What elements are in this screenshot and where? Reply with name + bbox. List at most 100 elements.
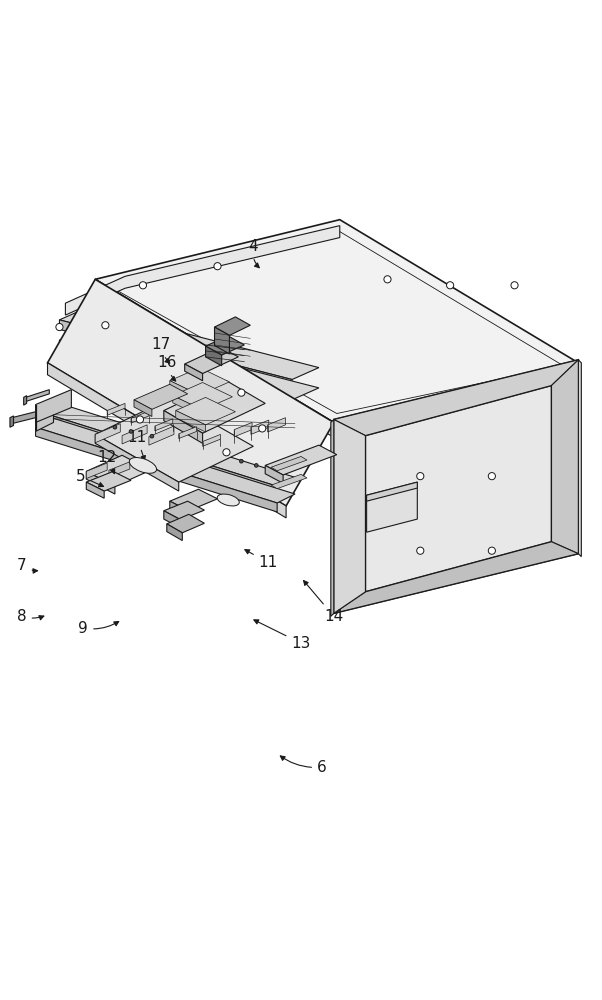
Text: 5: 5: [75, 469, 104, 487]
Text: 14: 14: [303, 581, 343, 624]
Polygon shape: [107, 403, 125, 415]
Polygon shape: [170, 489, 217, 511]
Polygon shape: [95, 399, 253, 482]
Polygon shape: [109, 462, 130, 477]
Polygon shape: [134, 384, 188, 409]
Polygon shape: [66, 226, 340, 315]
Polygon shape: [234, 422, 252, 437]
Circle shape: [140, 282, 146, 289]
Polygon shape: [86, 482, 104, 498]
Polygon shape: [36, 427, 277, 512]
Polygon shape: [214, 327, 229, 354]
Polygon shape: [164, 511, 181, 528]
Polygon shape: [155, 419, 173, 431]
Polygon shape: [122, 425, 147, 444]
Polygon shape: [86, 455, 150, 486]
Polygon shape: [173, 383, 232, 410]
Polygon shape: [25, 390, 49, 402]
Polygon shape: [60, 340, 292, 409]
Circle shape: [129, 430, 133, 433]
Polygon shape: [23, 396, 26, 405]
Polygon shape: [95, 424, 120, 443]
Polygon shape: [205, 346, 222, 366]
Polygon shape: [60, 328, 319, 400]
Polygon shape: [334, 360, 579, 613]
Polygon shape: [36, 402, 54, 431]
Polygon shape: [86, 471, 115, 494]
Polygon shape: [149, 426, 174, 445]
Text: 12: 12: [98, 450, 117, 474]
Polygon shape: [334, 360, 579, 436]
Polygon shape: [179, 427, 197, 439]
Text: 11: 11: [245, 550, 278, 570]
Polygon shape: [367, 482, 417, 532]
Polygon shape: [271, 456, 307, 471]
Polygon shape: [203, 434, 220, 446]
Polygon shape: [131, 411, 149, 423]
Polygon shape: [95, 434, 179, 491]
Ellipse shape: [217, 494, 239, 506]
Polygon shape: [86, 471, 131, 491]
Circle shape: [113, 425, 117, 429]
Circle shape: [259, 425, 266, 432]
Polygon shape: [164, 381, 265, 433]
Polygon shape: [579, 360, 582, 557]
Polygon shape: [48, 279, 334, 506]
Polygon shape: [95, 220, 579, 422]
Text: 7: 7: [17, 558, 37, 573]
Text: 9: 9: [78, 621, 119, 636]
Polygon shape: [11, 412, 36, 424]
Polygon shape: [95, 279, 334, 437]
Polygon shape: [268, 418, 285, 432]
Polygon shape: [36, 402, 295, 486]
Polygon shape: [48, 363, 286, 518]
Polygon shape: [36, 411, 277, 495]
Polygon shape: [265, 445, 337, 475]
Polygon shape: [265, 465, 283, 483]
Polygon shape: [167, 524, 182, 541]
Circle shape: [102, 322, 109, 329]
Ellipse shape: [129, 458, 157, 473]
Polygon shape: [176, 411, 205, 432]
Polygon shape: [334, 363, 579, 437]
Circle shape: [56, 323, 63, 331]
Polygon shape: [331, 419, 334, 616]
Circle shape: [417, 547, 424, 554]
Text: 13: 13: [254, 620, 311, 651]
Text: 17: 17: [151, 337, 170, 363]
Polygon shape: [214, 317, 250, 335]
Circle shape: [238, 389, 245, 396]
Polygon shape: [176, 397, 235, 425]
Polygon shape: [36, 418, 295, 503]
Polygon shape: [173, 396, 203, 417]
Polygon shape: [86, 463, 107, 479]
Polygon shape: [170, 381, 200, 402]
Polygon shape: [134, 400, 152, 416]
Polygon shape: [170, 501, 189, 519]
Polygon shape: [271, 474, 307, 489]
Polygon shape: [551, 360, 579, 554]
Polygon shape: [164, 411, 203, 443]
Circle shape: [384, 276, 391, 283]
Text: 16: 16: [157, 355, 176, 381]
Polygon shape: [10, 416, 13, 427]
Circle shape: [488, 473, 495, 480]
Polygon shape: [185, 364, 203, 381]
Polygon shape: [365, 385, 551, 592]
Polygon shape: [164, 501, 204, 520]
Polygon shape: [185, 347, 238, 374]
Circle shape: [417, 473, 424, 480]
Polygon shape: [167, 514, 204, 533]
Polygon shape: [251, 420, 268, 434]
Circle shape: [488, 547, 495, 554]
Circle shape: [511, 282, 518, 289]
Text: 6: 6: [281, 756, 327, 775]
Polygon shape: [334, 542, 579, 613]
Circle shape: [447, 282, 454, 289]
Polygon shape: [367, 482, 417, 501]
Circle shape: [240, 459, 243, 463]
Polygon shape: [170, 368, 229, 395]
Circle shape: [137, 416, 143, 423]
Polygon shape: [205, 336, 244, 355]
Polygon shape: [36, 390, 72, 422]
